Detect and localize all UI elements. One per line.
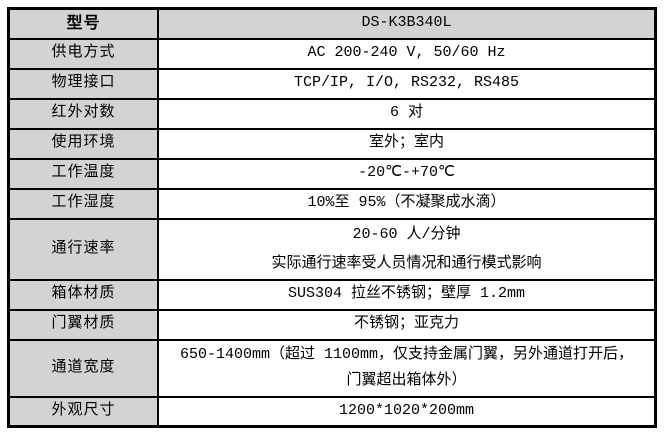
- spec-value-interface: TCP/IP, I/O, RS232, RS485: [157, 67, 657, 100]
- spec-label-lane-width: 通道宽度: [7, 338, 159, 398]
- table-row-lane-width: 通道宽度 650-1400mm（超过 1100mm，仅支持金属门翼，另外通道打开…: [7, 338, 657, 398]
- spec-label-temperature: 工作温度: [7, 157, 159, 190]
- table-row-environment: 使用环境 室外；室内: [7, 127, 657, 160]
- spec-value-dimensions: 1200*1020*200mm: [157, 395, 657, 428]
- spec-label-interface: 物理接口: [7, 67, 159, 100]
- spec-value-humidity: 10%至 95%（不凝聚成水滴）: [157, 187, 657, 220]
- throughput-line-1: 20-60 人/分钟: [352, 226, 461, 243]
- throughput-line-2: 实际通行速率受人员情况和通行模式影响: [271, 255, 542, 272]
- table-row-model: 型号 DS-K3B340L: [7, 7, 657, 40]
- spec-label-model: 型号: [7, 7, 159, 40]
- lane-width-line-2: 门翼超出箱体外）: [346, 372, 467, 389]
- spec-value-lane-width: 650-1400mm（超过 1100mm，仅支持金属门翼，另外通道打开后， 门翼…: [157, 338, 657, 398]
- spec-value-temperature: -20℃-+70℃: [157, 157, 657, 190]
- spec-label-throughput: 通行速率: [7, 217, 159, 281]
- spec-label-ir-pairs: 红外对数: [7, 97, 159, 130]
- spec-label-dimensions: 外观尺寸: [7, 395, 159, 428]
- spec-label-humidity: 工作湿度: [7, 187, 159, 220]
- table-row-dimensions: 外观尺寸 1200*1020*200mm: [7, 395, 657, 428]
- spec-label-cabinet-material: 箱体材质: [7, 278, 159, 311]
- table-row-throughput: 通行速率 20-60 人/分钟 实际通行速率受人员情况和通行模式影响: [7, 217, 657, 281]
- lane-width-line-1: 650-1400mm（超过 1100mm，仅支持金属门翼，另外通道打开后，: [179, 346, 634, 363]
- spec-value-throughput: 20-60 人/分钟 实际通行速率受人员情况和通行模式影响: [157, 217, 657, 281]
- table-row-power: 供电方式 AC 200-240 V, 50/60 Hz: [7, 37, 657, 70]
- spec-value-wing-material: 不锈钢；亚克力: [157, 308, 657, 341]
- spec-value-cabinet-material: SUS304 拉丝不锈钢；壁厚 1.2mm: [157, 278, 657, 311]
- product-spec-table: 型号 DS-K3B340L 供电方式 AC 200-240 V, 50/60 H…: [7, 7, 657, 428]
- spec-label-wing-material: 门翼材质: [7, 308, 159, 341]
- spec-label-power: 供电方式: [7, 37, 159, 70]
- table-row-humidity: 工作湿度 10%至 95%（不凝聚成水滴）: [7, 187, 657, 220]
- spec-value-power: AC 200-240 V, 50/60 Hz: [157, 37, 657, 70]
- table-row-interface: 物理接口 TCP/IP, I/O, RS232, RS485: [7, 67, 657, 100]
- table-row-wing-material: 门翼材质 不锈钢；亚克力: [7, 308, 657, 341]
- spec-label-environment: 使用环境: [7, 127, 159, 160]
- table-row-cabinet-material: 箱体材质 SUS304 拉丝不锈钢；壁厚 1.2mm: [7, 278, 657, 311]
- table-row-temperature: 工作温度 -20℃-+70℃: [7, 157, 657, 190]
- spec-value-model: DS-K3B340L: [157, 7, 657, 40]
- table-row-ir-pairs: 红外对数 6 对: [7, 97, 657, 130]
- spec-value-environment: 室外；室内: [157, 127, 657, 160]
- spec-value-ir-pairs: 6 对: [157, 97, 657, 130]
